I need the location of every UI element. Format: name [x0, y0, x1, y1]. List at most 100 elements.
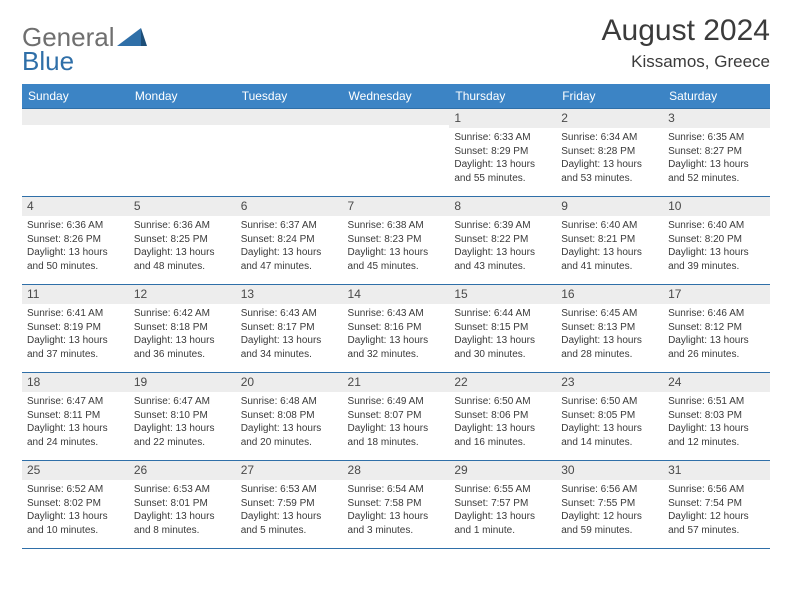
day-data: Sunrise: 6:33 AMSunset: 8:29 PMDaylight:…: [449, 128, 556, 187]
day-data-line: Sunset: 7:59 PM: [241, 497, 339, 511]
calendar-day-cell: 24Sunrise: 6:51 AMSunset: 8:03 PMDayligh…: [663, 372, 770, 460]
day-data-line: Daylight: 13 hours: [134, 246, 232, 260]
day-data-line: Sunset: 7:58 PM: [348, 497, 446, 511]
calendar-day-cell: 2Sunrise: 6:34 AMSunset: 8:28 PMDaylight…: [556, 108, 663, 196]
day-data-line: Sunrise: 6:52 AM: [27, 483, 125, 497]
day-data-line: Sunrise: 6:50 AM: [561, 395, 659, 409]
day-data-line: Daylight: 13 hours: [348, 422, 446, 436]
page-title: August 2024: [602, 14, 770, 48]
day-data-line: Sunset: 8:15 PM: [454, 321, 552, 335]
day-data-line: Daylight: 13 hours: [454, 158, 552, 172]
day-data-line: Daylight: 13 hours: [668, 246, 766, 260]
calendar-day-cell: 13Sunrise: 6:43 AMSunset: 8:17 PMDayligh…: [236, 284, 343, 372]
day-number: 3: [663, 108, 770, 128]
day-data-line: Sunrise: 6:40 AM: [668, 219, 766, 233]
day-data-line: Sunrise: 6:37 AM: [241, 219, 339, 233]
day-data: Sunrise: 6:50 AMSunset: 8:06 PMDaylight:…: [449, 392, 556, 451]
day-data: Sunrise: 6:53 AMSunset: 7:59 PMDaylight:…: [236, 480, 343, 539]
day-data-line: Sunset: 8:17 PM: [241, 321, 339, 335]
day-number: 17: [663, 284, 770, 304]
day-data: Sunrise: 6:43 AMSunset: 8:17 PMDaylight:…: [236, 304, 343, 363]
day-data-line: Daylight: 13 hours: [348, 334, 446, 348]
day-data: Sunrise: 6:37 AMSunset: 8:24 PMDaylight:…: [236, 216, 343, 275]
day-data-line: Sunset: 8:21 PM: [561, 233, 659, 247]
day-number: 10: [663, 196, 770, 216]
day-number: 23: [556, 372, 663, 392]
day-data-line: Daylight: 13 hours: [348, 246, 446, 260]
day-data-line: Sunset: 8:18 PM: [134, 321, 232, 335]
logo: General Blue: [22, 14, 147, 74]
day-data-line: Sunset: 8:11 PM: [27, 409, 125, 423]
day-data-line: Sunrise: 6:44 AM: [454, 307, 552, 321]
day-data-line: and 59 minutes.: [561, 524, 659, 538]
day-data: Sunrise: 6:56 AMSunset: 7:54 PMDaylight:…: [663, 480, 770, 539]
calendar-header-row: SundayMondayTuesdayWednesdayThursdayFrid…: [22, 84, 770, 108]
day-data-line: Sunset: 8:05 PM: [561, 409, 659, 423]
day-number: 12: [129, 284, 236, 304]
day-data-line: Sunset: 8:25 PM: [134, 233, 232, 247]
title-block: August 2024 Kissamos, Greece: [602, 14, 770, 72]
day-data-line: Daylight: 13 hours: [134, 334, 232, 348]
day-data-line: Sunset: 8:12 PM: [668, 321, 766, 335]
day-data-line: and 52 minutes.: [668, 172, 766, 186]
day-number: 8: [449, 196, 556, 216]
day-data-line: Sunrise: 6:45 AM: [561, 307, 659, 321]
day-data-line: Sunset: 8:19 PM: [27, 321, 125, 335]
day-data-line: Sunrise: 6:56 AM: [561, 483, 659, 497]
day-data-line: Daylight: 13 hours: [561, 422, 659, 436]
weekday-header: Tuesday: [236, 84, 343, 108]
day-data-line: and 30 minutes.: [454, 348, 552, 362]
day-data-line: Daylight: 13 hours: [241, 510, 339, 524]
day-data-line: and 12 minutes.: [668, 436, 766, 450]
calendar-day-cell: 28Sunrise: 6:54 AMSunset: 7:58 PMDayligh…: [343, 460, 450, 548]
calendar-day-cell: 1Sunrise: 6:33 AMSunset: 8:29 PMDaylight…: [449, 108, 556, 196]
day-data-line: Daylight: 13 hours: [454, 422, 552, 436]
day-number: [22, 108, 129, 125]
day-data-line: Daylight: 13 hours: [668, 422, 766, 436]
day-data: Sunrise: 6:41 AMSunset: 8:19 PMDaylight:…: [22, 304, 129, 363]
calendar-day-cell: 23Sunrise: 6:50 AMSunset: 8:05 PMDayligh…: [556, 372, 663, 460]
day-data-line: Sunset: 8:28 PM: [561, 145, 659, 159]
day-data-line: Sunset: 8:06 PM: [454, 409, 552, 423]
day-data-line: Sunset: 8:02 PM: [27, 497, 125, 511]
day-data-line: Sunrise: 6:35 AM: [668, 131, 766, 145]
day-data-line: Sunset: 8:08 PM: [241, 409, 339, 423]
day-number: 21: [343, 372, 450, 392]
day-data-line: Daylight: 12 hours: [561, 510, 659, 524]
day-data: Sunrise: 6:50 AMSunset: 8:05 PMDaylight:…: [556, 392, 663, 451]
day-data-line: Sunrise: 6:49 AM: [348, 395, 446, 409]
day-data-line: Sunrise: 6:36 AM: [27, 219, 125, 233]
day-data-line: Sunrise: 6:34 AM: [561, 131, 659, 145]
day-data: [236, 125, 343, 130]
day-data-line: and 3 minutes.: [348, 524, 446, 538]
day-data-line: and 20 minutes.: [241, 436, 339, 450]
day-number: 28: [343, 460, 450, 480]
day-number: 29: [449, 460, 556, 480]
calendar-day-cell: 5 Sunrise: 6:36 AMSunset: 8:25 PMDaylight…: [129, 196, 236, 284]
day-data: Sunrise: 6:53 AMSunset: 8:01 PMDaylight:…: [129, 480, 236, 539]
header: General Blue August 2024 Kissamos, Greec…: [22, 14, 770, 74]
day-data-line: Sunset: 7:54 PM: [668, 497, 766, 511]
day-data-line: Daylight: 13 hours: [561, 246, 659, 260]
page-subtitle: Kissamos, Greece: [602, 52, 770, 72]
day-data: Sunrise: 6:35 AMSunset: 8:27 PMDaylight:…: [663, 128, 770, 187]
day-number: 7: [343, 196, 450, 216]
day-data-line: Sunset: 8:20 PM: [668, 233, 766, 247]
weekday-header: Wednesday: [343, 84, 450, 108]
calendar-week-row: 1Sunrise: 6:33 AMSunset: 8:29 PMDaylight…: [22, 108, 770, 196]
day-data-line: Sunrise: 6:48 AM: [241, 395, 339, 409]
day-number: 25: [22, 460, 129, 480]
day-data-line: Sunrise: 6:36 AM: [134, 219, 232, 233]
weekday-header: Friday: [556, 84, 663, 108]
day-number: 15: [449, 284, 556, 304]
day-data-line: and 32 minutes.: [348, 348, 446, 362]
day-data-line: Sunrise: 6:39 AM: [454, 219, 552, 233]
day-number: 5: [129, 196, 236, 216]
day-data-line: Sunrise: 6:55 AM: [454, 483, 552, 497]
day-data-line: Sunset: 8:03 PM: [668, 409, 766, 423]
day-data-line: Daylight: 13 hours: [454, 510, 552, 524]
day-data-line: and 14 minutes.: [561, 436, 659, 450]
day-data-line: and 28 minutes.: [561, 348, 659, 362]
day-data: Sunrise: 6:48 AMSunset: 8:08 PMDaylight:…: [236, 392, 343, 451]
day-data: Sunrise: 6:43 AMSunset: 8:16 PMDaylight:…: [343, 304, 450, 363]
